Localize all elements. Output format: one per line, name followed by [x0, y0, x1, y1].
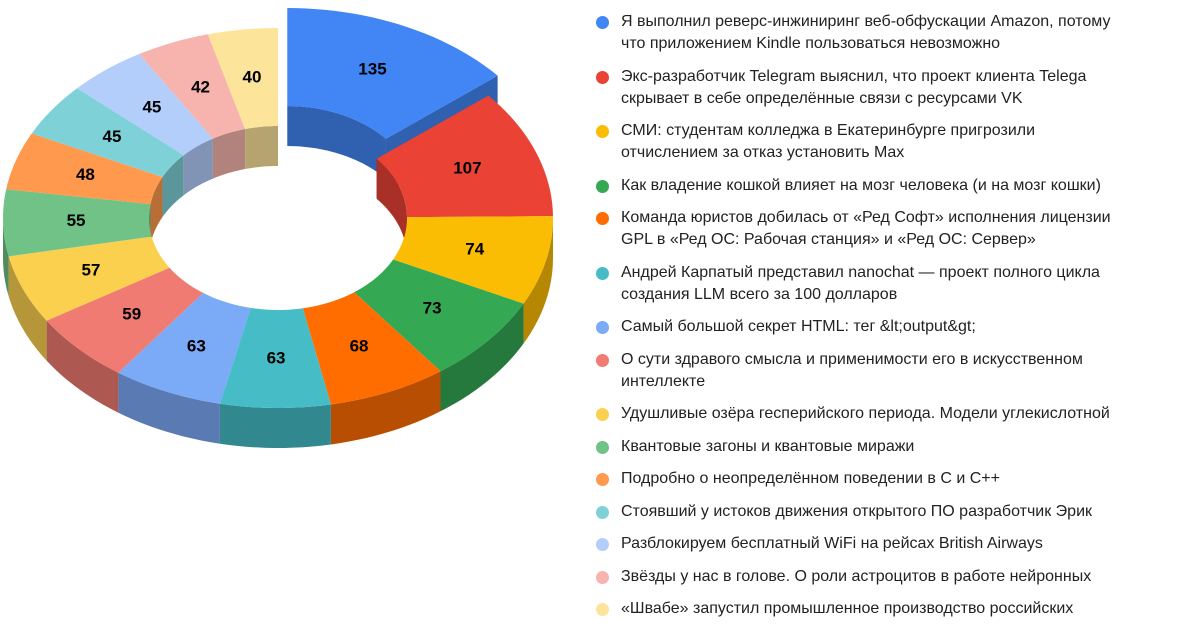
legend-label: Самый большой секрет HTML: тег &lt;outpu… [621, 316, 976, 338]
legend-item: Команда юристов добилась от «Ред Софт» и… [596, 207, 1196, 251]
legend-label: Экс-разработчик Telegram выяснил, что пр… [621, 66, 1086, 110]
legend-label: Андрей Карпатый представил nanochat — пр… [621, 262, 1100, 306]
legend-marker [596, 125, 609, 138]
legend-label: Удушливые озёра гесперийского периода. М… [621, 403, 1110, 425]
legend-label: Команда юристов добилась от «Ред Софт» и… [621, 207, 1111, 251]
data-label: 48 [76, 165, 95, 184]
legend-item: О сути здравого смысла и применимости ег… [596, 349, 1196, 393]
data-label: 45 [142, 97, 161, 116]
legend-item: Разблокируем бесплатный WiFi на рейсах B… [596, 533, 1196, 555]
legend-label: О сути здравого смысла и применимости ег… [621, 349, 1083, 393]
legend-marker [596, 441, 609, 454]
legend-marker [596, 321, 609, 334]
legend-label: Стоявший у истоков движения открытого ПО… [621, 501, 1092, 523]
data-label: 107 [453, 159, 481, 178]
legend: Я выполнил реверс-инжиниринг веб-обфуска… [596, 11, 1196, 631]
legend-marker [596, 71, 609, 84]
legend-label: Подробно о неопределённом поведении в C … [621, 468, 1000, 490]
legend-item: Андрей Карпатый представил nanochat — пр… [596, 262, 1196, 306]
data-label: 68 [350, 337, 369, 356]
data-label: 63 [267, 348, 286, 367]
data-label: 63 [187, 336, 206, 355]
legend-item: Квантовые загоны и квантовые миражи [596, 436, 1196, 458]
legend-marker [596, 603, 609, 616]
legend-item: Звёзды у нас в голове. О роли астроцитов… [596, 566, 1196, 588]
legend-marker [596, 267, 609, 280]
legend-label: Звёзды у нас в голове. О роли астроцитов… [621, 566, 1091, 588]
legend-label: СМИ: студентам колледжа в Екатеринбурге … [621, 120, 1035, 164]
chart: 135 107 74 73 68 63 63 59 57 55 48 45 45 42 40 [0, 0, 590, 627]
legend-marker [596, 473, 609, 486]
legend-marker [596, 16, 609, 29]
legend-marker [596, 571, 609, 584]
legend-label: Квантовые загоны и квантовые миражи [621, 436, 914, 458]
data-label: 135 [358, 60, 386, 79]
legend-marker [596, 212, 609, 225]
data-label: 40 [243, 68, 262, 87]
data-label: 59 [122, 305, 141, 324]
data-label: 57 [81, 261, 100, 280]
data-label: 45 [103, 127, 122, 146]
legend-marker [596, 408, 609, 421]
legend-item: Стоявший у истоков движения открытого ПО… [596, 501, 1196, 523]
slice-inner-wall [245, 126, 278, 169]
legend-marker [596, 354, 609, 367]
slice-outer-wall [220, 404, 331, 448]
legend-item: Подробно о неопределённом поведении в C … [596, 468, 1196, 490]
legend-label: Как владение кошкой влияет на мозг челов… [621, 175, 1101, 197]
legend-item: Удушливые озёра гесперийского периода. М… [596, 403, 1196, 425]
legend-item: Самый большой секрет HTML: тег &lt;outpu… [596, 316, 1196, 338]
legend-item: Как владение кошкой влияет на мозг челов… [596, 175, 1196, 197]
legend-item: СМИ: студентам колледжа в Екатеринбурге … [596, 120, 1196, 164]
legend-label: Разблокируем бесплатный WiFi на рейсах B… [621, 533, 1043, 555]
legend-item: «Швабе» запустил промышленное производст… [596, 598, 1196, 620]
legend-marker [596, 538, 609, 551]
data-label: 55 [67, 211, 86, 230]
legend-item: Я выполнил реверс-инжиниринг веб-обфуска… [596, 11, 1196, 55]
data-label: 74 [465, 239, 484, 258]
legend-item: Экс-разработчик Telegram выяснил, что пр… [596, 66, 1196, 110]
legend-marker [596, 180, 609, 193]
legend-label: «Швабе» запустил промышленное производст… [621, 598, 1073, 620]
data-label: 42 [191, 77, 210, 96]
legend-marker [596, 506, 609, 519]
legend-label: Я выполнил реверс-инжиниринг веб-обфуска… [621, 11, 1110, 55]
data-label: 73 [423, 299, 442, 318]
